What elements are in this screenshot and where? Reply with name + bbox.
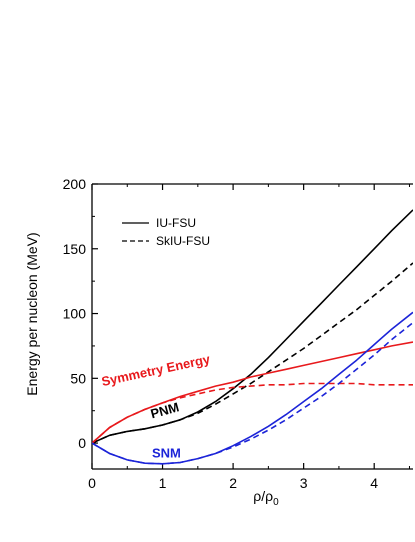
pnm-iu-fsu-solid-line: [92, 209, 413, 444]
x-tick-label: 2: [229, 475, 237, 491]
x-axis-label: ρ/ρ0: [253, 488, 279, 508]
y-tick-label: 0: [78, 435, 86, 451]
y-tick-label: 200: [63, 176, 87, 192]
x-axis-label-main: ρ/ρ: [253, 488, 273, 504]
axes-layer: 0 50 100 150 200 0 1 2 3 4: [63, 176, 413, 491]
x-tick-label: 0: [88, 475, 96, 491]
x-tick-label: 4: [370, 475, 378, 491]
annotation-snm: SNM: [152, 445, 181, 460]
labels-layer: Energy per nucleon (MeV) ρ/ρ0: [24, 232, 279, 508]
y-tick-label: 100: [63, 306, 87, 322]
y-tick-label: 50: [70, 370, 86, 386]
legend: IU-FSU SkIU-FSU: [122, 216, 210, 248]
x-tick-label: 3: [300, 475, 308, 491]
pnm-skiu-fsu-dashed-line: [92, 262, 413, 444]
snm-iu-fsu-solid-line: [92, 311, 413, 465]
legend-label-skiu-fsu: SkIU-FSU: [156, 234, 210, 248]
y-axis-label: Energy per nucleon (MeV): [24, 232, 40, 395]
symmetry-energy-iu-fsu-solid-line: [92, 341, 413, 444]
x-tick-label: 1: [159, 475, 167, 491]
x-axis-label-sub: 0: [273, 497, 279, 508]
annotation-layer: Symmetry Energy PNM SNM: [100, 351, 212, 460]
annotation-symmetry-energy: Symmetry Energy: [100, 351, 212, 389]
snm-skiu-fsu-dashed-line: [92, 321, 413, 465]
series-layer: [92, 209, 413, 465]
legend-label-iu-fsu: IU-FSU: [156, 216, 196, 230]
symmetry-energy-skiu-fsu-dashed-line: [92, 382, 413, 444]
y-tick-label: 150: [63, 241, 87, 257]
series-clip-group: [92, 209, 413, 465]
annotation-pnm: PNM: [149, 399, 181, 421]
